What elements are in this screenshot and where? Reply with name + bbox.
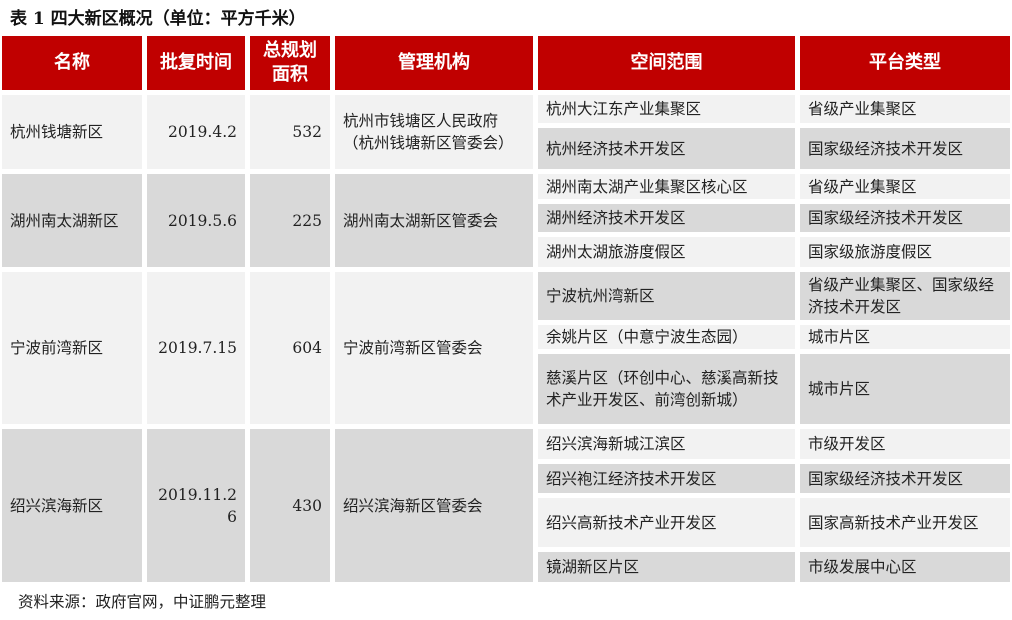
management-org: 杭州市钱塘区人民政府（杭州钱塘新区管委会）: [335, 95, 533, 169]
type-cell: 城市片区: [800, 325, 1010, 349]
header-scope: 空间范围: [538, 36, 795, 90]
type-cell: 市级开发区: [800, 429, 1010, 459]
type-cell: 省级产业集聚区: [800, 95, 1010, 123]
type-cell: 国家高新技术产业开发区: [800, 498, 1010, 547]
header-date: 批复时间: [147, 36, 245, 90]
type-cell: 国家级经济技术开发区: [800, 204, 1010, 232]
approval-date: 2019.11.26: [147, 429, 245, 582]
planned-area: 430: [250, 429, 330, 582]
district-name: 绍兴滨海新区: [2, 429, 142, 582]
new-districts-table: 名称 批复时间 总规划面积 管理机构 空间范围 平台类型 杭州钱塘新区 2019…: [2, 36, 1010, 582]
scope-cell: 湖州南太湖产业集聚区核心区: [538, 174, 795, 199]
header-area: 总规划面积: [250, 36, 330, 90]
scope-cell: 杭州大江东产业集聚区: [538, 95, 795, 123]
scope-cell: 湖州太湖旅游度假区: [538, 237, 795, 267]
management-org: 宁波前湾新区管委会: [335, 272, 533, 424]
table-title: 表 1 四大新区概况（单位：平方千米）: [10, 9, 306, 29]
approval-date: 2019.4.2: [147, 95, 245, 169]
management-org: 湖州南太湖新区管委会: [335, 174, 533, 267]
approval-date: 2019.5.6: [147, 174, 245, 267]
scope-cell: 湖州经济技术开发区: [538, 204, 795, 232]
scope-cell: 宁波杭州湾新区: [538, 272, 795, 320]
scope-cell: 杭州经济技术开发区: [538, 128, 795, 169]
header-org: 管理机构: [335, 36, 533, 90]
type-cell: 国家级经济技术开发区: [800, 464, 1010, 493]
scope-cell: 绍兴高新技术产业开发区: [538, 498, 795, 547]
header-name: 名称: [2, 36, 142, 90]
district-name: 杭州钱塘新区: [2, 95, 142, 169]
planned-area: 532: [250, 95, 330, 169]
planned-area: 225: [250, 174, 330, 267]
scope-cell: 镜湖新区片区: [538, 552, 795, 582]
type-cell: 城市片区: [800, 354, 1010, 424]
district-name: 宁波前湾新区: [2, 272, 142, 424]
type-cell: 国家级经济技术开发区: [800, 128, 1010, 169]
type-cell: 市级发展中心区: [800, 552, 1010, 582]
district-name: 湖州南太湖新区: [2, 174, 142, 267]
type-cell: 省级产业集聚区、国家级经济技术开发区: [800, 272, 1010, 320]
scope-cell: 慈溪片区（环创中心、慈溪高新技术产业开发区、前湾创新城）: [538, 354, 795, 424]
type-cell: 省级产业集聚区: [800, 174, 1010, 199]
management-org: 绍兴滨海新区管委会: [335, 429, 533, 582]
scope-cell: 绍兴滨海新城江滨区: [538, 429, 795, 459]
source-note: 资料来源：政府官网，中证鹏元整理: [18, 593, 267, 611]
planned-area: 604: [250, 272, 330, 424]
scope-cell: 余姚片区（中意宁波生态园）: [538, 325, 795, 349]
approval-date: 2019.7.15: [147, 272, 245, 424]
scope-cell: 绍兴袍江经济技术开发区: [538, 464, 795, 493]
header-type: 平台类型: [800, 36, 1010, 90]
type-cell: 国家级旅游度假区: [800, 237, 1010, 267]
